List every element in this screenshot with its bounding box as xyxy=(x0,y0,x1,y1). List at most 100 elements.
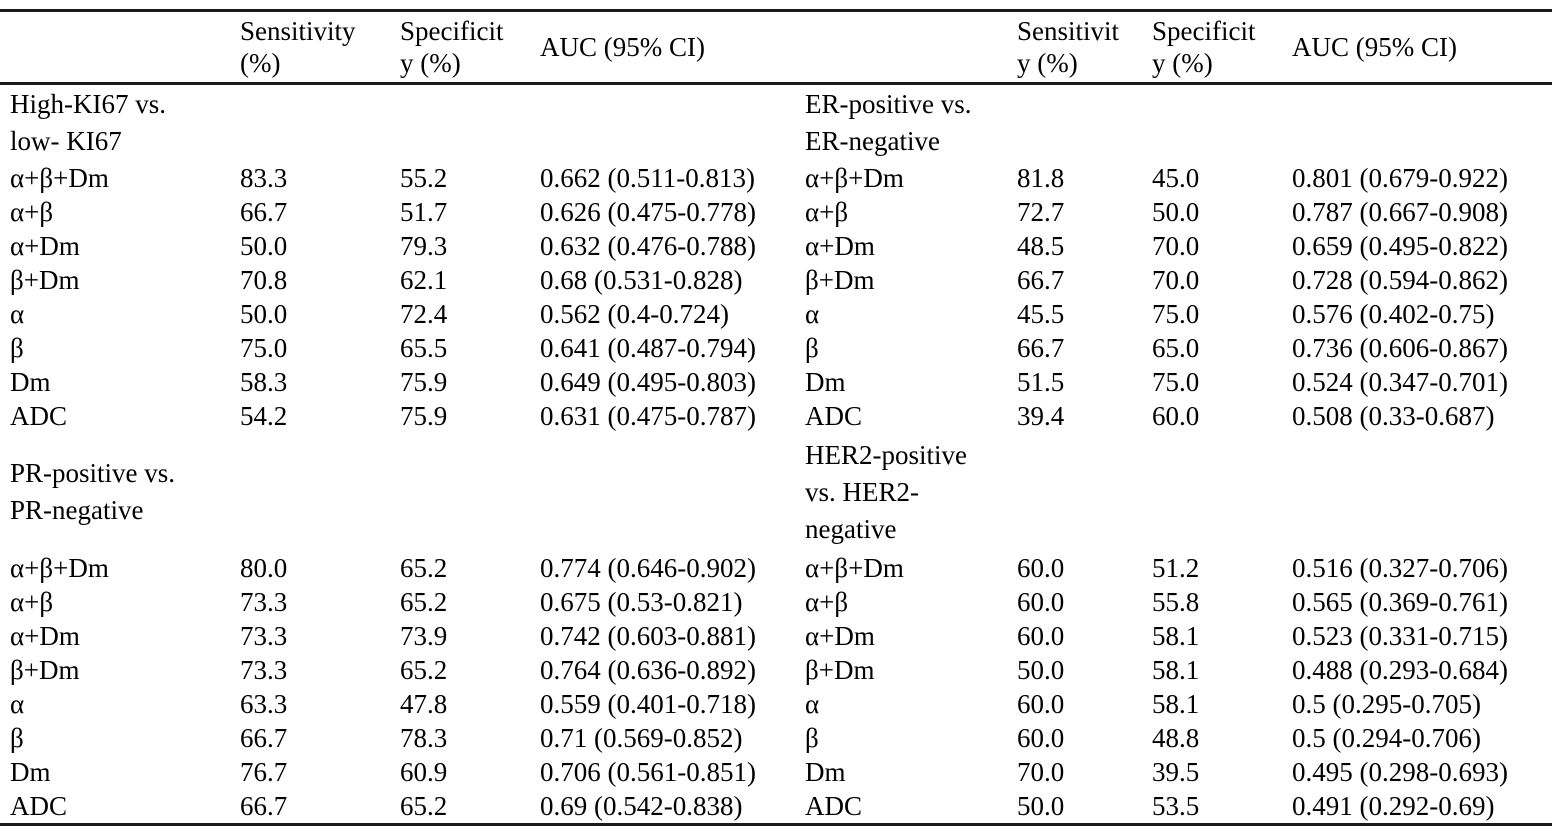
sensitivity-value: 54.2 xyxy=(240,401,288,431)
sensitivity-value: 63.3 xyxy=(240,689,288,719)
section-title-er: ER-positive vs. ER-negative xyxy=(805,89,972,156)
specificity-value: 65.2 xyxy=(400,791,448,821)
row-label: α xyxy=(805,299,820,329)
section-title-her2: HER2-positive vs. HER2- negative xyxy=(805,439,967,544)
row-label: α xyxy=(10,299,25,329)
table-row: β+Dm 70.8 62.1 0.68 (0.531-0.828) β+Dm 6… xyxy=(0,263,1552,297)
specificity-value: 75.9 xyxy=(400,401,448,431)
row-label: ADC xyxy=(10,401,68,431)
sensitivity-value: 72.7 xyxy=(1017,197,1065,227)
sensitivity-value: 60.0 xyxy=(1017,553,1065,583)
sensitivity-value: 45.5 xyxy=(1017,299,1065,329)
row-label: α+β xyxy=(805,197,849,227)
auc-value: 0.631 (0.475-0.787) xyxy=(540,401,756,431)
auc-value: 0.559 (0.401-0.718) xyxy=(540,689,756,719)
auc-value: 0.576 (0.402-0.75) xyxy=(1292,299,1495,329)
auc-value: 0.675 (0.53-0.821) xyxy=(540,587,743,617)
row-label: ADC xyxy=(805,401,863,431)
header-empty-left xyxy=(0,11,240,84)
specificity-value: 48.8 xyxy=(1152,723,1200,753)
sensitivity-value: 66.7 xyxy=(1017,333,1065,363)
specificity-value: 70.0 xyxy=(1152,265,1200,295)
specificity-value: 58.1 xyxy=(1152,689,1200,719)
row-label: α+β+Dm xyxy=(10,163,109,193)
sensitivity-value: 66.7 xyxy=(240,791,288,821)
table-row: α+β+Dm 83.3 55.2 0.662 (0.511-0.813) α+β… xyxy=(0,161,1552,195)
auc-value: 0.495 (0.298-0.693) xyxy=(1292,757,1508,787)
column-header-specificity-left: Specificit y (%) xyxy=(400,16,504,78)
sensitivity-value: 60.0 xyxy=(1017,723,1065,753)
section-title-ki67: High-KI67 vs. low- KI67 xyxy=(10,89,166,156)
results-table: Sensitivity (%) Specificit y (%) AUC (95… xyxy=(0,9,1552,826)
specificity-value: 53.5 xyxy=(1152,791,1200,821)
table-row: ADC 54.2 75.9 0.631 (0.475-0.787) ADC 39… xyxy=(0,399,1552,433)
auc-value: 0.641 (0.487-0.794) xyxy=(540,333,756,363)
row-label: β+Dm xyxy=(10,655,80,685)
row-label: α+β+Dm xyxy=(805,163,904,193)
auc-value: 0.491 (0.292-0.69) xyxy=(1292,791,1495,821)
sensitivity-value: 70.0 xyxy=(1017,757,1065,787)
auc-value: 0.787 (0.667-0.908) xyxy=(1292,197,1508,227)
table-row: β+Dm 73.3 65.2 0.764 (0.636-0.892) β+Dm … xyxy=(0,653,1552,687)
specificity-value: 51.7 xyxy=(400,197,448,227)
specificity-value: 65.5 xyxy=(400,333,448,363)
specificity-value: 55.8 xyxy=(1152,587,1200,617)
sensitivity-value: 60.0 xyxy=(1017,621,1065,651)
sensitivity-value: 66.7 xyxy=(240,197,288,227)
row-label: β+Dm xyxy=(805,655,875,685)
row-label: ADC xyxy=(10,791,68,821)
specificity-value: 60.9 xyxy=(400,757,448,787)
column-header-sensitivity-right: Sensitivit y (%) xyxy=(1017,16,1120,78)
specificity-value: 55.2 xyxy=(400,163,448,193)
sensitivity-value: 70.8 xyxy=(240,265,288,295)
header-empty-right xyxy=(795,11,1017,84)
specificity-value: 70.0 xyxy=(1152,231,1200,261)
section-header-row: PR-positive vs. PR-negative HER2-positiv… xyxy=(0,433,1552,551)
auc-value: 0.524 (0.347-0.701) xyxy=(1292,367,1508,397)
sensitivity-value: 73.3 xyxy=(240,621,288,651)
row-label: β xyxy=(10,333,24,363)
row-label: α+Dm xyxy=(805,231,875,261)
sensitivity-value: 51.5 xyxy=(1017,367,1065,397)
specificity-value: 45.0 xyxy=(1152,163,1200,193)
auc-value: 0.742 (0.603-0.881) xyxy=(540,621,756,651)
table-row: Dm 76.7 60.9 0.706 (0.561-0.851) Dm 70.0… xyxy=(0,755,1552,789)
column-header-auc-right: AUC (95% CI) xyxy=(1292,32,1457,62)
row-label: α+Dm xyxy=(805,621,875,651)
row-label: Dm xyxy=(10,757,51,787)
section-header-row: High-KI67 vs. low- KI67 ER-positive vs. … xyxy=(0,84,1552,162)
column-header-sensitivity-left: Sensitivity (%) xyxy=(240,16,356,78)
auc-value: 0.662 (0.511-0.813) xyxy=(540,163,755,193)
row-label: β xyxy=(805,333,819,363)
sensitivity-value: 58.3 xyxy=(240,367,288,397)
auc-value: 0.632 (0.476-0.788) xyxy=(540,231,756,261)
specificity-value: 65.2 xyxy=(400,655,448,685)
auc-value: 0.736 (0.606-0.867) xyxy=(1292,333,1508,363)
sensitivity-value: 81.8 xyxy=(1017,163,1065,193)
header-row: Sensitivity (%) Specificit y (%) AUC (95… xyxy=(0,11,1552,84)
auc-value: 0.565 (0.369-0.761) xyxy=(1292,587,1508,617)
row-label: β+Dm xyxy=(10,265,80,295)
auc-value: 0.5 (0.294-0.706) xyxy=(1292,723,1481,753)
table-row: α 63.3 47.8 0.559 (0.401-0.718) α 60.0 5… xyxy=(0,687,1552,721)
sensitivity-value: 60.0 xyxy=(1017,689,1065,719)
auc-value: 0.626 (0.475-0.778) xyxy=(540,197,756,227)
sensitivity-value: 50.0 xyxy=(1017,791,1065,821)
sensitivity-value: 76.7 xyxy=(240,757,288,787)
row-label: α+Dm xyxy=(10,231,80,261)
sensitivity-value: 73.3 xyxy=(240,655,288,685)
specificity-value: 58.1 xyxy=(1152,621,1200,651)
auc-value: 0.69 (0.542-0.838) xyxy=(540,791,743,821)
section-title-pr: PR-positive vs. PR-negative xyxy=(10,458,176,525)
table-row: α 50.0 72.4 0.562 (0.4-0.724) α 45.5 75.… xyxy=(0,297,1552,331)
auc-value: 0.71 (0.569-0.852) xyxy=(540,723,743,753)
row-label: α xyxy=(805,689,820,719)
specificity-value: 73.9 xyxy=(400,621,448,651)
sensitivity-value: 50.0 xyxy=(240,299,288,329)
specificity-value: 65.2 xyxy=(400,587,448,617)
auc-value: 0.659 (0.495-0.822) xyxy=(1292,231,1508,261)
specificity-value: 47.8 xyxy=(400,689,448,719)
specificity-value: 39.5 xyxy=(1152,757,1200,787)
sensitivity-value: 39.4 xyxy=(1017,401,1065,431)
